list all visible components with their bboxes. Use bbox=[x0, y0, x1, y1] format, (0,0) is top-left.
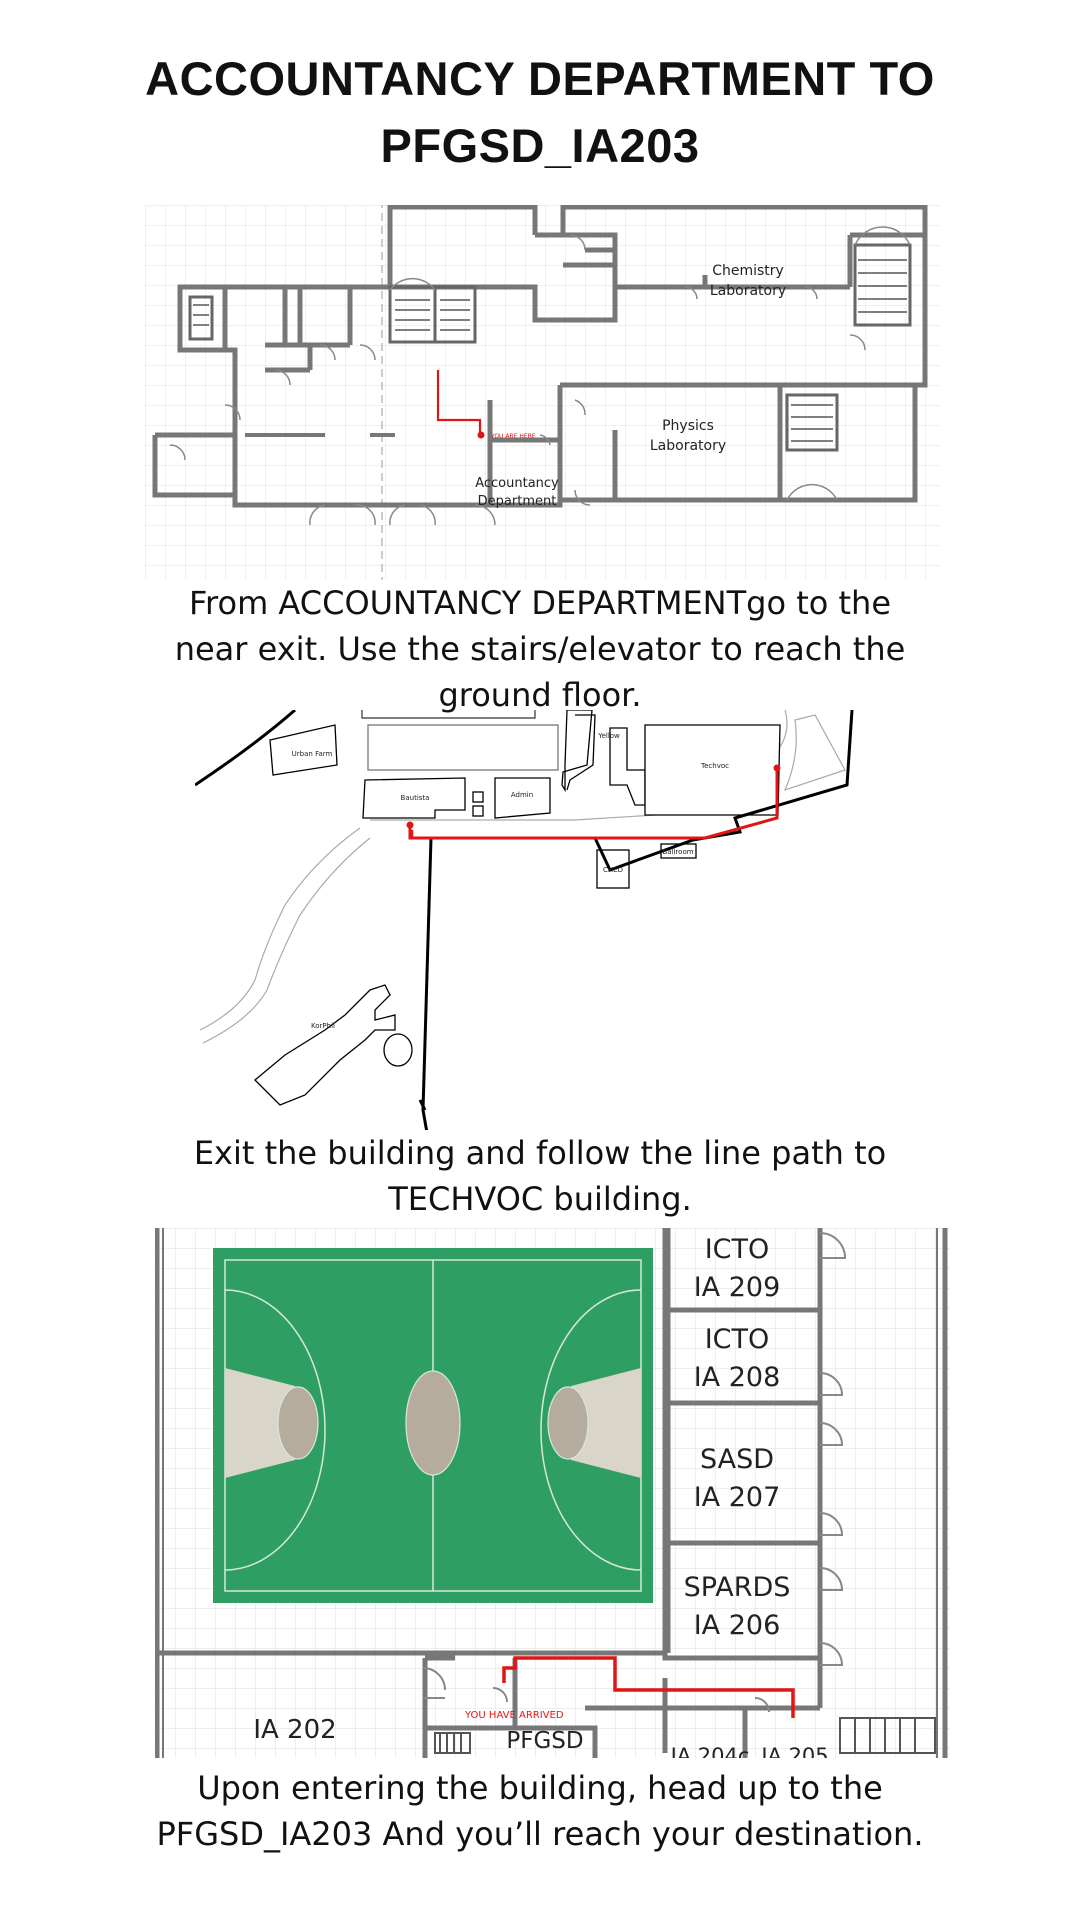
accountancy-dept-label-1: Accountancy bbox=[475, 476, 559, 491]
map-grid bbox=[145, 205, 940, 580]
step-1-line-3: ground floor. bbox=[438, 676, 642, 714]
pfgsd-label: PFGSD bbox=[506, 1728, 583, 1754]
page-title-line-2: PFGSD_IA203 bbox=[380, 119, 700, 172]
start-marker bbox=[406, 821, 414, 829]
step-1-line-2: near exit. Use the stairs/elevator to re… bbox=[174, 630, 906, 668]
campus-map: Urban Farm Yellow Techvoc Bautista Admin… bbox=[195, 710, 854, 1130]
ia206-label-1: SPARDS bbox=[684, 1572, 791, 1603]
accountancy-floor-map: YOU ARE HERE Chemistry Laboratory Physic… bbox=[145, 205, 940, 580]
step-1-line-1: From ACCOUNTANCY DEPARTMENTgo to the bbox=[188, 584, 892, 622]
ia207-label-2: IA 207 bbox=[694, 1482, 781, 1513]
ia207-label-1: SASD bbox=[700, 1444, 774, 1475]
ballroom-label: Ballroom bbox=[662, 848, 693, 856]
bautista-building bbox=[362, 777, 466, 819]
urban-farm-label: Urban Farm bbox=[292, 750, 333, 758]
chemistry-lab-label-2: Laboratory bbox=[710, 283, 786, 299]
step-3-line-2: PFGSD_IA203 And you’ll reach your destin… bbox=[156, 1815, 924, 1853]
ia204-label: IA 204c bbox=[671, 1744, 750, 1758]
route-line bbox=[502, 1656, 795, 1718]
step-2-line-1: Exit the building and follow the line pa… bbox=[193, 1134, 887, 1172]
stair-symbols bbox=[193, 259, 907, 442]
step-2-line-2: TECHVOC building. bbox=[388, 1180, 692, 1218]
korphil-building bbox=[254, 984, 396, 1106]
page-title-line-1: ACCOUNTANCY DEPARTMENT TO bbox=[145, 52, 935, 105]
ched-label: CHED bbox=[603, 866, 623, 874]
techvoc-building bbox=[644, 724, 781, 816]
ia205-label: IA 205 bbox=[761, 1744, 828, 1758]
door-swings bbox=[169, 226, 911, 526]
small-structure-b bbox=[472, 805, 484, 817]
bautista-label: Bautista bbox=[401, 794, 430, 802]
route-line bbox=[436, 370, 482, 435]
ia208-label-1: ICTO bbox=[705, 1324, 770, 1355]
physics-lab-label-1: Physics bbox=[662, 418, 714, 434]
techvoc-label: Techvoc bbox=[700, 762, 729, 770]
roads bbox=[199, 710, 788, 1044]
ia209-label-2: IA 209 bbox=[694, 1272, 781, 1303]
floor-walls bbox=[155, 1228, 948, 1758]
physics-lab-label-2: Laboratory bbox=[650, 438, 726, 454]
you-have-arrived-label: YOU HAVE ARRIVED bbox=[464, 1710, 564, 1721]
ia206-label-2: IA 206 bbox=[694, 1610, 781, 1641]
admin-building bbox=[494, 777, 551, 819]
ia208-label-2: IA 208 bbox=[694, 1362, 781, 1393]
ia202-label: IA 202 bbox=[253, 1715, 336, 1745]
chemistry-lab-label-1: Chemistry bbox=[712, 263, 784, 279]
urban-farm-building bbox=[269, 724, 338, 776]
yellow-label: Yellow bbox=[597, 732, 620, 740]
step-3-line-1: Upon entering the building, head up to t… bbox=[197, 1769, 883, 1807]
basketball-court bbox=[213, 1248, 653, 1603]
stair-symbols bbox=[434, 1717, 936, 1754]
korphil-rotunda bbox=[383, 1033, 413, 1067]
small-structure-a bbox=[472, 791, 484, 803]
you-are-here-marker bbox=[477, 431, 485, 439]
ia209-label-1: ICTO bbox=[705, 1234, 770, 1265]
door-swings bbox=[422, 1232, 847, 1713]
field-outline bbox=[367, 724, 559, 771]
you-are-here-label: YOU ARE HERE bbox=[490, 433, 536, 440]
techvoc-floor-map: ICTO IA 209 ICTO IA 208 SASD IA 207 SPAR… bbox=[155, 1228, 950, 1758]
buildings bbox=[269, 710, 781, 889]
korphil-label: KorPhil bbox=[311, 1022, 335, 1030]
route-line bbox=[408, 768, 779, 840]
floor-walls bbox=[152, 205, 928, 508]
end-marker bbox=[773, 764, 781, 772]
accountancy-dept-label-2: Department bbox=[478, 494, 557, 509]
admin-label: Admin bbox=[511, 791, 533, 799]
